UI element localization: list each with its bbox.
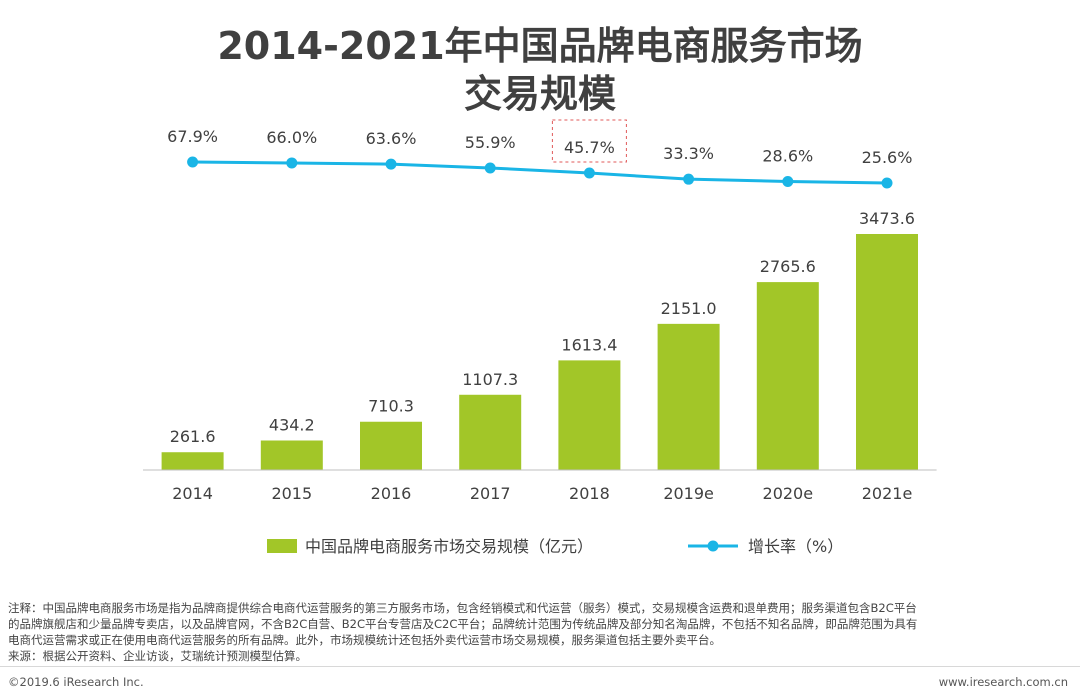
x-tick-label: 2014 bbox=[172, 484, 213, 503]
growth-point bbox=[484, 162, 496, 174]
growth-point bbox=[583, 167, 595, 179]
x-tick-label: 2020e bbox=[763, 484, 814, 503]
x-tick-label: 2017 bbox=[470, 484, 511, 503]
growth-value-label: 63.6% bbox=[366, 129, 417, 148]
x-tick-label: 2019e bbox=[663, 484, 714, 503]
chart-title: 2014-2021年中国品牌电商服务市场 交易规模 bbox=[0, 22, 1080, 118]
growth-point bbox=[187, 156, 199, 168]
bar-value-label: 2765.6 bbox=[760, 257, 816, 276]
growth-value-label: 33.3% bbox=[663, 144, 714, 163]
x-tick-label: 2021e bbox=[862, 484, 913, 503]
copyright: ©2019.6 iResearch Inc. bbox=[8, 675, 144, 689]
growth-value-label: 67.9% bbox=[167, 127, 218, 146]
growth-point bbox=[286, 157, 298, 169]
bar-value-label: 710.3 bbox=[368, 397, 414, 416]
bar bbox=[260, 440, 323, 470]
bar-value-label: 1107.3 bbox=[462, 370, 518, 389]
bar bbox=[657, 323, 720, 470]
combo-chart: 261.6 434.2 710.3 1107.3 1613.4 2151.0 2765.6 3… bbox=[143, 119, 937, 556]
source-note: 来源：根据公开资料、企业访谈，艾瑞统计预测模型估算。 bbox=[8, 649, 307, 663]
growth-value-label: 66.0% bbox=[266, 128, 317, 147]
legend-line-label: 增长率（%） bbox=[748, 537, 843, 556]
x-tick-label: 2018 bbox=[569, 484, 610, 503]
bar-value-label: 2151.0 bbox=[661, 299, 717, 318]
growth-value-label: 45.7% bbox=[564, 138, 615, 157]
chart-title-line2: 交易规模 bbox=[463, 72, 616, 116]
growth-line bbox=[192, 160, 888, 185]
growth-value-label: 55.9% bbox=[465, 133, 516, 152]
bar bbox=[756, 282, 819, 470]
footnote-line: 的品牌旗舰店和少量品牌专卖店，以及品牌官网，不含B2C自营、B2C平台专营店及C… bbox=[8, 617, 918, 631]
bar-value-label: 1613.4 bbox=[561, 335, 617, 354]
legend-line-marker bbox=[707, 540, 719, 552]
bar bbox=[360, 421, 422, 470]
legend-bar-label: 中国品牌电商服务市场交易规模（亿元） bbox=[305, 537, 593, 556]
legend-bar-swatch bbox=[267, 539, 297, 553]
bar-value-label: 261.6 bbox=[170, 427, 216, 446]
bar bbox=[161, 452, 224, 470]
bar-value-label: 434.2 bbox=[269, 416, 315, 435]
x-tick-label: 2016 bbox=[371, 484, 412, 503]
footer: ©2019.6 iResearch Inc. www.iresearch.com… bbox=[0, 666, 1080, 695]
website: www.iresearch.com.cn bbox=[938, 675, 1068, 689]
growth-value-label: 25.6% bbox=[862, 148, 913, 167]
bar-value-label: 3473.6 bbox=[859, 209, 915, 228]
x-tick-label: 2015 bbox=[271, 484, 312, 503]
growth-point bbox=[881, 177, 893, 189]
bar bbox=[558, 360, 621, 470]
footnote-line: 电商代运营需求或正在使用电商代运营服务的所有品牌。此外，市场规模统计还包括外卖代… bbox=[8, 633, 721, 647]
footnotes: 注释：中国品牌电商服务市场是指为品牌商提供综合电商代运营服务的第三方服务市场，包… bbox=[8, 600, 1070, 664]
growth-point bbox=[782, 176, 794, 188]
bar bbox=[459, 394, 522, 470]
bar bbox=[856, 234, 918, 470]
growth-value-label: 28.6% bbox=[762, 147, 813, 166]
growth-point bbox=[385, 158, 397, 170]
highlight-box bbox=[551, 119, 627, 163]
chart-title-line1: 2014-2021年中国品牌电商服务市场 bbox=[217, 24, 863, 68]
growth-point bbox=[683, 173, 695, 185]
footnote-line: 注释：中国品牌电商服务市场是指为品牌商提供综合电商代运营服务的第三方服务市场，包… bbox=[8, 601, 917, 615]
